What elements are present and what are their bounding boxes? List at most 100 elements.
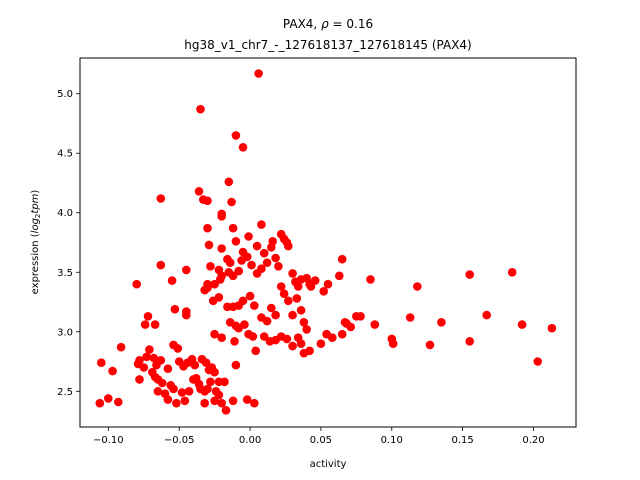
data-point: [153, 387, 163, 396]
data-point: [194, 187, 204, 196]
x-tick-label: −0.05: [164, 435, 195, 446]
data-point: [293, 282, 303, 291]
data-point: [200, 398, 209, 408]
data-point: [196, 384, 205, 394]
data-point: [346, 322, 356, 332]
data-point: [210, 396, 219, 406]
data-point: [217, 209, 226, 219]
data-point: [167, 276, 177, 285]
data-point: [203, 384, 212, 394]
data-point: [217, 398, 226, 408]
data-point: [288, 269, 297, 278]
data-point: [247, 260, 256, 270]
data-point: [97, 358, 106, 368]
data-point: [224, 177, 234, 187]
y-tick-label: 4.0: [57, 208, 73, 219]
chart-title-line1: PAX4, ρ = 0.16: [283, 17, 373, 31]
data-point: [217, 333, 226, 343]
data-point: [319, 287, 329, 296]
data-point: [405, 313, 415, 322]
data-point: [210, 279, 219, 289]
data-point: [316, 339, 326, 349]
data-point: [262, 258, 272, 268]
data-point: [305, 346, 314, 356]
data-point: [370, 320, 380, 329]
data-point: [238, 296, 248, 306]
x-tick-label: 0.00: [239, 435, 261, 446]
data-point: [284, 296, 293, 306]
y-tick-label: 3.5: [57, 268, 73, 279]
data-point: [227, 197, 236, 207]
data-point: [366, 275, 375, 284]
data-point: [292, 294, 302, 303]
data-point: [140, 320, 150, 329]
data-point: [259, 248, 269, 258]
data-point: [250, 398, 259, 408]
data-point: [206, 377, 215, 387]
data-point: [157, 378, 167, 388]
data-point: [220, 377, 229, 387]
y-tick-label: 5.0: [57, 89, 73, 100]
data-point: [210, 367, 219, 377]
data-point: [242, 395, 252, 404]
data-point: [182, 310, 191, 320]
data-point: [177, 388, 187, 397]
data-point: [216, 275, 225, 284]
data-point: [465, 270, 475, 279]
data-point: [201, 358, 211, 368]
data-point: [114, 397, 123, 407]
data-point: [196, 104, 205, 114]
data-point: [254, 69, 263, 78]
data-points: [95, 69, 557, 415]
data-point: [217, 244, 226, 253]
data-point: [242, 252, 252, 262]
data-point: [221, 406, 231, 415]
data-point: [231, 360, 241, 370]
data-point: [169, 384, 178, 394]
data-point: [252, 241, 262, 251]
data-point: [244, 232, 253, 241]
plot-frame: [79, 57, 577, 428]
data-point: [142, 352, 151, 362]
data-point: [257, 220, 266, 229]
y-tick-label: 4.5: [57, 149, 73, 160]
x-tick-label: 0.05: [310, 435, 332, 446]
y-axis-ticks: 2.5 3.0 3.5 4.0 4.5 5.0: [57, 89, 80, 398]
data-point: [203, 196, 212, 206]
y-axis-label: expression (log2tpm): [30, 190, 42, 295]
data-point: [259, 332, 269, 341]
data-point: [145, 345, 154, 354]
x-tick-label: 0.10: [381, 435, 403, 446]
data-point: [173, 344, 183, 353]
y-tick-label: 2.5: [57, 387, 73, 398]
data-point: [206, 262, 215, 271]
data-point: [231, 237, 241, 246]
data-point: [337, 329, 347, 339]
data-point: [231, 131, 241, 140]
data-point: [143, 312, 153, 321]
x-tick-label: 0.15: [451, 435, 473, 446]
data-point: [413, 282, 422, 291]
data-point: [225, 258, 235, 268]
data-point: [204, 240, 214, 250]
data-point: [547, 323, 557, 333]
data-point: [203, 223, 212, 233]
data-point: [184, 387, 194, 396]
chart-title-line2: hg38_v1_chr7_-_127618137_127618145 (PAX4…: [184, 38, 471, 52]
data-point: [156, 356, 166, 365]
data-point: [274, 262, 283, 271]
data-point: [356, 312, 365, 321]
x-axis-label: activity: [310, 459, 347, 470]
data-point: [282, 334, 292, 344]
data-point: [180, 396, 190, 406]
data-point: [135, 356, 144, 365]
data-point: [214, 390, 224, 400]
data-point: [108, 366, 117, 376]
data-point: [116, 342, 126, 352]
data-point: [306, 282, 316, 291]
data-point: [150, 320, 160, 329]
data-point: [271, 253, 280, 263]
data-point: [517, 320, 527, 329]
data-point: [257, 264, 266, 274]
data-point: [284, 241, 293, 251]
